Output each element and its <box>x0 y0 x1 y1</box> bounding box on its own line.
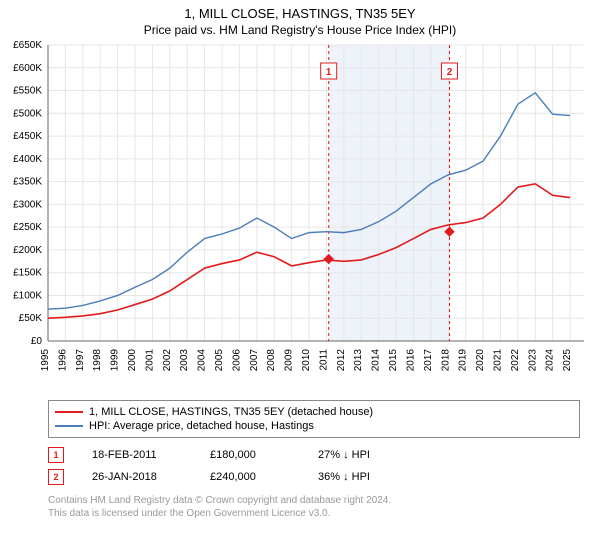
svg-text:£250K: £250K <box>13 222 42 233</box>
svg-text:£500K: £500K <box>13 108 42 119</box>
svg-text:1998: 1998 <box>92 349 103 372</box>
svg-text:2005: 2005 <box>214 349 225 372</box>
legend: 1, MILL CLOSE, HASTINGS, TN35 5EY (detac… <box>48 400 580 438</box>
legend-label: 1, MILL CLOSE, HASTINGS, TN35 5EY (detac… <box>89 406 373 418</box>
svg-text:£550K: £550K <box>13 86 42 97</box>
chart-subtitle: Price paid vs. HM Land Registry's House … <box>0 21 600 41</box>
svg-text:1: 1 <box>326 67 332 78</box>
transaction-row: 1 18-FEB-2011 £180,000 27% ↓ HPI <box>48 444 580 466</box>
legend-label: HPI: Average price, detached house, Hast… <box>89 420 314 432</box>
svg-text:2018: 2018 <box>440 349 451 372</box>
svg-text:2022: 2022 <box>510 349 521 372</box>
svg-text:2003: 2003 <box>179 349 190 372</box>
svg-text:£100K: £100K <box>13 290 42 301</box>
svg-text:1997: 1997 <box>75 349 86 372</box>
svg-text:2014: 2014 <box>371 349 382 372</box>
chart-area: £0 £50K £100K £150K £200K £250K £300K £350K £400… <box>0 41 600 396</box>
footer-line-2: This data is licensed under the Open Gov… <box>48 507 580 520</box>
svg-text:2021: 2021 <box>492 349 503 372</box>
svg-text:2015: 2015 <box>388 349 399 372</box>
legend-item: HPI: Average price, detached house, Hast… <box>55 419 573 433</box>
svg-text:2007: 2007 <box>249 349 260 372</box>
svg-text:2020: 2020 <box>475 349 486 372</box>
transaction-row: 2 26-JAN-2018 £240,000 36% ↓ HPI <box>48 466 580 488</box>
svg-text:2024: 2024 <box>545 349 556 372</box>
legend-swatch <box>55 425 83 427</box>
svg-text:2000: 2000 <box>127 349 138 372</box>
transaction-date: 18-FEB-2011 <box>92 449 182 461</box>
svg-text:2001: 2001 <box>144 349 155 372</box>
svg-text:2: 2 <box>447 67 453 78</box>
svg-text:£450K: £450K <box>13 131 42 142</box>
transaction-date: 26-JAN-2018 <box>92 471 182 483</box>
footer: Contains HM Land Registry data © Crown c… <box>48 494 580 528</box>
legend-swatch <box>55 411 83 413</box>
chart-title: 1, MILL CLOSE, HASTINGS, TN35 5EY <box>0 0 600 21</box>
svg-text:2010: 2010 <box>301 349 312 372</box>
svg-text:2019: 2019 <box>458 349 469 372</box>
svg-text:1999: 1999 <box>110 349 121 372</box>
transaction-price: £240,000 <box>210 471 290 483</box>
svg-text:2009: 2009 <box>284 349 295 372</box>
svg-text:2013: 2013 <box>353 349 364 372</box>
svg-text:2004: 2004 <box>197 349 208 372</box>
legend-item: 1, MILL CLOSE, HASTINGS, TN35 5EY (detac… <box>55 405 573 419</box>
transaction-pct: 27% ↓ HPI <box>318 449 408 461</box>
transaction-pct: 36% ↓ HPI <box>318 471 408 483</box>
svg-text:1995: 1995 <box>40 349 51 372</box>
svg-text:£150K: £150K <box>13 268 42 279</box>
svg-text:2012: 2012 <box>336 349 347 372</box>
svg-text:1996: 1996 <box>57 349 68 372</box>
svg-text:2025: 2025 <box>562 349 573 372</box>
svg-text:2002: 2002 <box>162 349 173 372</box>
chart-container: 1, MILL CLOSE, HASTINGS, TN35 5EY Price … <box>0 0 600 528</box>
svg-text:2023: 2023 <box>527 349 538 372</box>
svg-text:£650K: £650K <box>13 41 42 51</box>
chart-svg: £0 £50K £100K £150K £200K £250K £300K £350K £400… <box>0 41 600 396</box>
transaction-price: £180,000 <box>210 449 290 461</box>
svg-text:£50K: £50K <box>19 313 43 324</box>
svg-text:£600K: £600K <box>13 63 42 74</box>
svg-text:£200K: £200K <box>13 245 42 256</box>
svg-text:£0: £0 <box>31 336 43 347</box>
svg-text:2011: 2011 <box>318 349 329 371</box>
footer-line-1: Contains HM Land Registry data © Crown c… <box>48 494 580 507</box>
transaction-marker: 1 <box>48 447 64 463</box>
svg-text:£350K: £350K <box>13 177 42 188</box>
svg-text:2016: 2016 <box>405 349 416 372</box>
svg-text:2006: 2006 <box>231 349 242 372</box>
svg-text:£400K: £400K <box>13 154 42 165</box>
transaction-table: 1 18-FEB-2011 £180,000 27% ↓ HPI 2 26-JAN-201… <box>48 444 580 488</box>
svg-text:2008: 2008 <box>266 349 277 372</box>
svg-text:2017: 2017 <box>423 349 434 372</box>
svg-text:£300K: £300K <box>13 199 42 210</box>
transaction-marker: 2 <box>48 469 64 485</box>
